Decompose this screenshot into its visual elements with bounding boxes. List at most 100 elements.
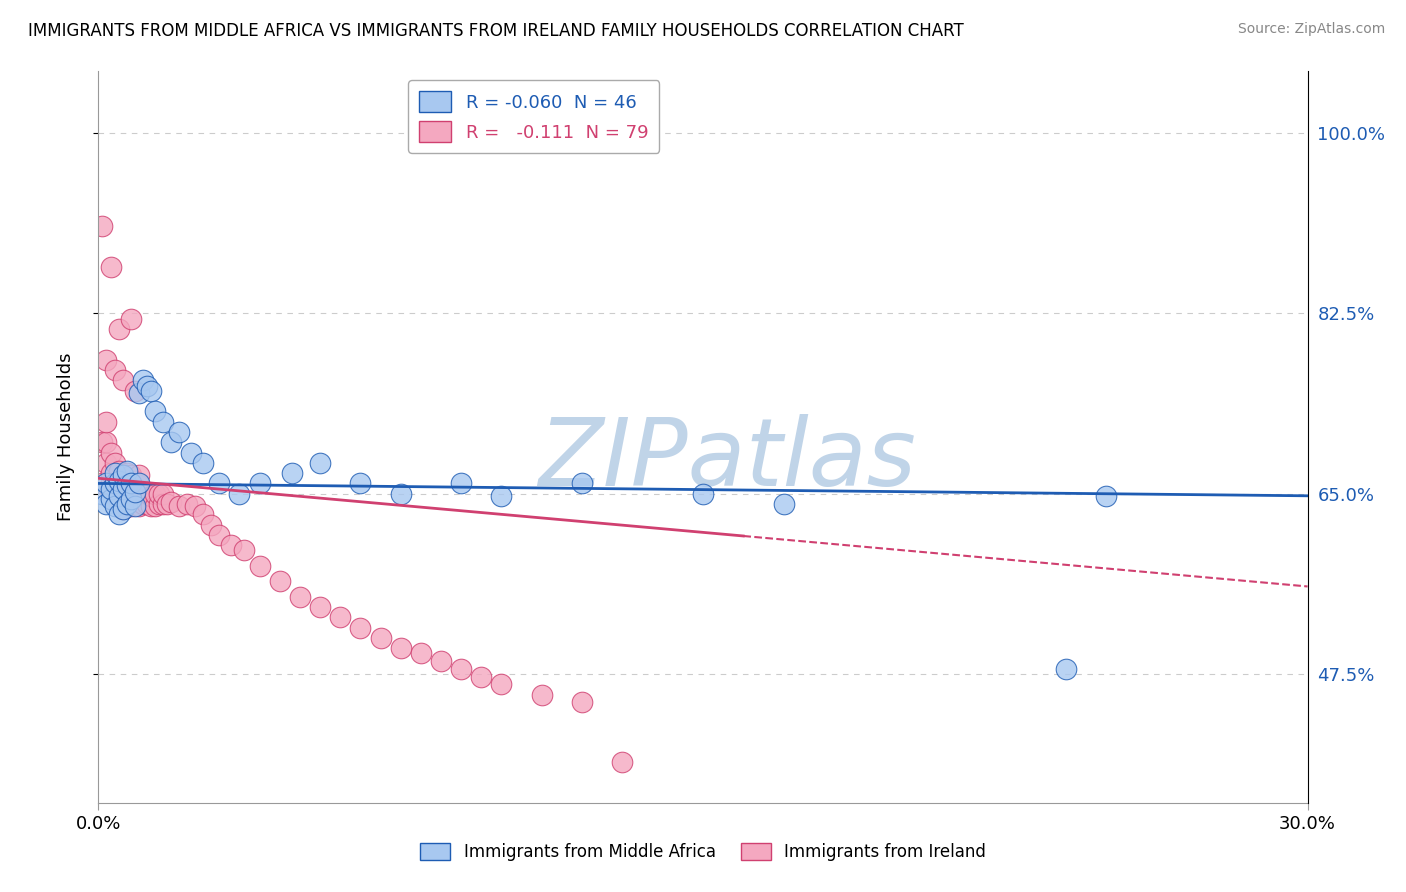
Point [184,499,207,513]
Point [128,478,150,492]
Point [152,497,174,511]
Point [115,478,138,492]
Point [103,499,125,513]
Point [139,499,162,513]
Point [100,260,122,274]
Point [450,476,472,491]
Point [100,482,122,496]
Point [309,456,332,470]
Text: Source: ZipAtlas.com: Source: ZipAtlas.com [1237,22,1385,37]
Point [120,499,142,513]
Point [96,497,118,511]
Point [148,497,170,511]
Point [107,476,129,491]
Point [111,482,134,496]
Point [96,435,118,450]
Point [128,476,150,491]
Point [409,647,432,661]
Point [349,621,371,635]
Point [152,415,174,429]
Point [115,487,138,501]
Text: IMMIGRANTS FROM MIDDLE AFRICA VS IMMIGRANTS FROM IRELAND FAMILY HOUSEHOLDS CORRE: IMMIGRANTS FROM MIDDLE AFRICA VS IMMIGRA… [28,22,965,40]
Point [208,476,231,491]
Point [228,487,250,501]
Point [91,476,114,491]
Point [612,755,634,769]
Point [143,404,166,418]
Point [120,311,142,326]
Point [111,476,134,491]
Y-axis label: Family Households: Family Households [56,353,75,521]
Point [249,476,271,491]
Point [124,484,146,499]
Point [115,476,138,491]
Point [135,487,157,501]
Point [148,487,170,501]
Point [156,497,179,511]
Point [107,489,129,503]
Point [772,497,794,511]
Legend: Immigrants from Middle Africa, Immigrants from Ireland: Immigrants from Middle Africa, Immigrant… [413,836,993,868]
Point [111,373,134,387]
Point [128,468,150,483]
Point [115,466,138,480]
Point [128,385,150,400]
Point [389,487,412,501]
Point [1095,489,1118,503]
Point [167,425,190,439]
Point [135,378,157,392]
Point [100,466,122,480]
Point [143,499,166,513]
Point [103,456,125,470]
Point [200,517,222,532]
Point [450,662,472,676]
Point [530,688,553,702]
Point [193,456,215,470]
Point [111,502,134,516]
Point [232,543,254,558]
Point [349,476,371,491]
Point [124,384,146,398]
Point [139,489,162,503]
Point [103,476,125,491]
Point [100,491,122,506]
Point [100,445,122,459]
Point [91,435,114,450]
Point [128,499,150,513]
Point [389,641,412,656]
Point [288,590,311,604]
Text: ZIPatlas: ZIPatlas [538,414,917,505]
Point [115,497,138,511]
Point [91,219,114,233]
Point [221,538,243,552]
Point [1054,662,1077,676]
Point [491,677,513,691]
Point [103,476,125,491]
Point [193,508,215,522]
Point [135,497,157,511]
Point [470,670,492,684]
Point [91,487,114,501]
Point [120,491,142,506]
Point [107,508,129,522]
Point [176,497,198,511]
Point [491,489,513,503]
Point [124,495,146,509]
Point [96,476,118,491]
Point [107,497,129,511]
Point [107,475,129,489]
Point [132,497,155,511]
Point [329,610,352,624]
Point [96,352,118,367]
Point [180,445,202,459]
Point [208,528,231,542]
Point [124,499,146,513]
Point [115,464,138,478]
Point [124,484,146,499]
Point [281,466,304,480]
Point [430,654,453,668]
Point [96,456,118,470]
Point [124,475,146,489]
Point [143,487,166,501]
Point [571,695,593,709]
